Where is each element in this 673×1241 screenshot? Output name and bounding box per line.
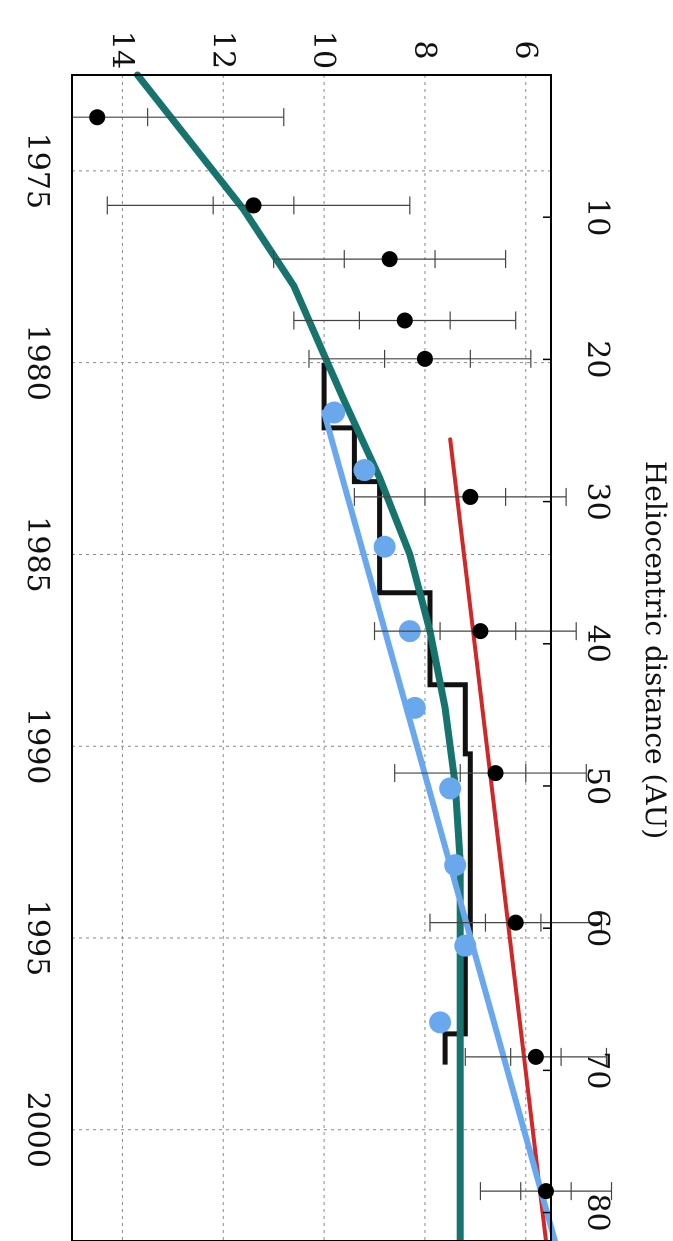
blue-series-point (323, 401, 346, 424)
bottom-tick-label: 1975 (20, 133, 55, 209)
blue-series-line (321, 409, 559, 1241)
plot-frame (71, 74, 552, 1241)
top-tick-label: 30 (580, 482, 615, 520)
step-series (321, 362, 473, 1065)
red-series-line (448, 437, 548, 1241)
data-point (537, 1183, 554, 1200)
data-point (89, 109, 106, 126)
blue-series-point (403, 696, 426, 719)
top-tick-label: 10 (580, 198, 615, 236)
bottom-tick-label: 2000 (20, 1092, 55, 1168)
series-layer (71, 71, 613, 1241)
top-tick-label: 70 (580, 1051, 615, 1089)
y-tick-label: 10 (306, 31, 341, 69)
top-axis-title: Heliocentric distance (AU) (639, 461, 672, 839)
y-tick-label: 14 (104, 31, 139, 69)
data-point (527, 1048, 544, 1065)
bottom-tick-label: 1985 (20, 516, 55, 592)
y-tick-label: 6 (508, 40, 543, 59)
grid (72, 75, 551, 1241)
bottom-tick-label: 1995 (20, 900, 55, 976)
bottom-tick-label: 1980 (20, 324, 55, 400)
top-tick-label: 60 (580, 909, 615, 947)
blue-series-point (444, 854, 467, 877)
top-tick-label: 80 (580, 1193, 615, 1231)
blue-series-point (454, 934, 477, 957)
data-point (416, 350, 433, 367)
data-point (472, 623, 489, 640)
data-point (396, 312, 413, 329)
bottom-tick-label: 1990 (20, 708, 55, 784)
tick-labels: 6 8 10 12 14 1975 1980 1985 1990 1995 2000 10 20 30 40… (20, 31, 615, 1232)
data-point (245, 197, 262, 214)
blue-series-point (353, 459, 376, 482)
top-tick-label: 20 (580, 340, 615, 378)
data-point (487, 765, 504, 782)
data-point (381, 251, 398, 268)
data-point (462, 488, 479, 505)
y-tick-label: 8 (407, 40, 442, 59)
blue-series-point (429, 1011, 452, 1034)
y-tick-label: 12 (205, 31, 240, 69)
blue-series-point (373, 535, 396, 558)
data-point (507, 914, 524, 931)
top-tick-label: 50 (580, 767, 615, 805)
blue-series-point (439, 777, 462, 800)
top-tick-label: 40 (580, 625, 615, 663)
